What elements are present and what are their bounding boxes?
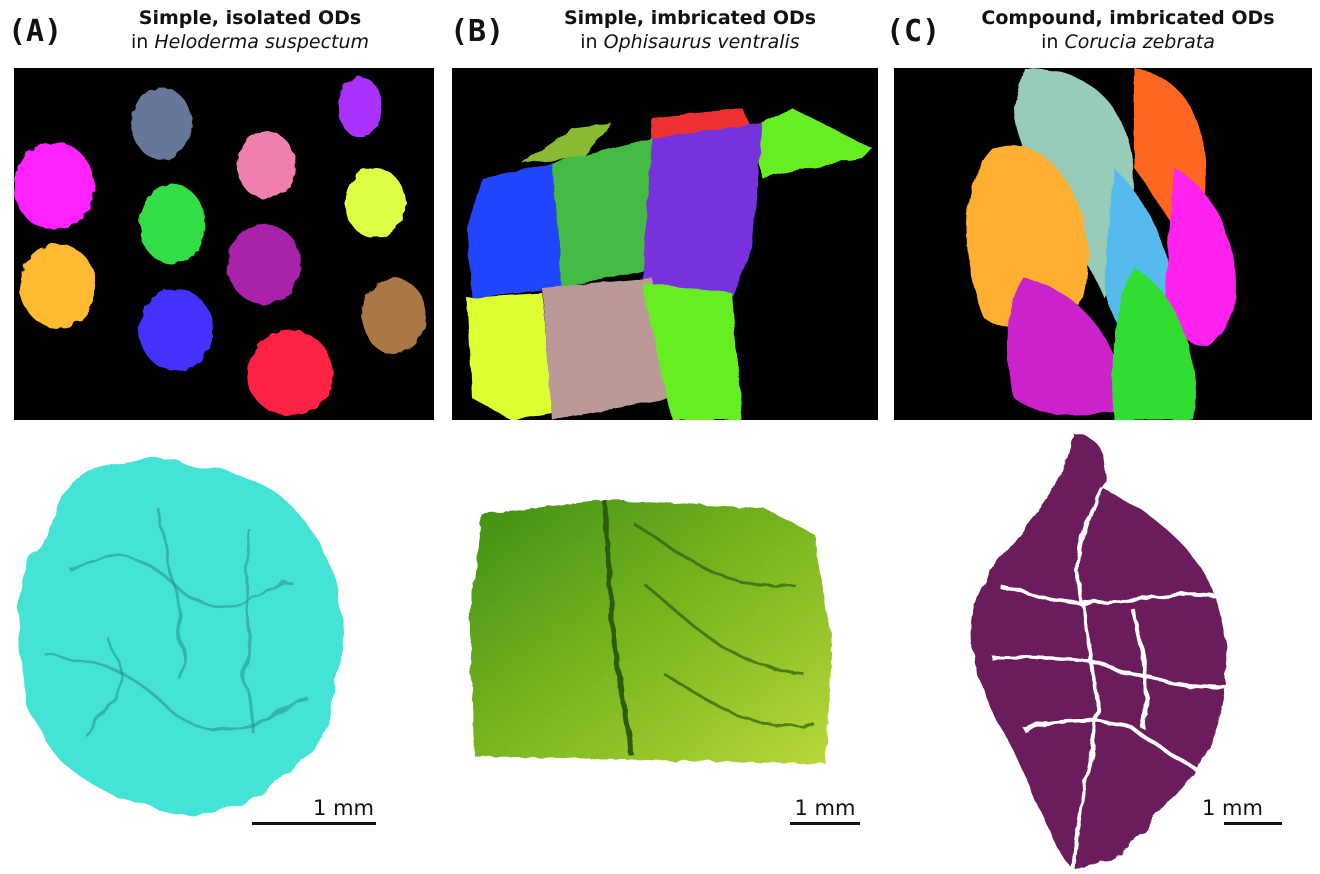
panel-title-block: Compound, imbricated ODs in Corucia zebr…: [938, 6, 1318, 54]
scale-label: 1 mm: [313, 796, 374, 820]
osteoderm-shape: [345, 168, 405, 238]
osteoderm-shape: [467, 163, 562, 298]
osteoderm-shape: [139, 184, 205, 264]
panel-b: (B) Simple, imbricated ODs in Ophisaurus…: [440, 0, 886, 873]
osteoderm-shape: [966, 145, 1089, 329]
osteoderm-shape: [132, 88, 192, 160]
panel-subtitle: in Heloderma suspectum: [130, 31, 370, 53]
compound-osteoderms-image: [966, 68, 1236, 420]
panel-letter: (C): [886, 14, 941, 49]
compound-osteoderm-closeup: [971, 432, 1233, 869]
osteoderm-shape: [522, 123, 612, 163]
panel-title: Simple, imbricated ODs: [563, 7, 817, 29]
isolated-osteoderms-image: [14, 77, 426, 416]
osteoderm-shape: [338, 77, 382, 137]
osteoderm-shape: [752, 108, 872, 178]
osteoderm-shape: [362, 278, 426, 354]
osteoderm-shape: [20, 244, 96, 328]
panel-title: Simple, isolated ODs: [138, 7, 362, 29]
osteoderm-shape: [642, 283, 742, 420]
osteoderm-shape: [1112, 268, 1196, 420]
scale-line: [1224, 822, 1282, 825]
species-name: Corucia zebrata: [1064, 31, 1215, 53]
imbricated-osteoderms-image: [467, 108, 872, 420]
osteoderm-3d-render: [14, 68, 434, 420]
species-name: Heloderma suspectum: [154, 31, 370, 53]
scale-bar: 1 mm: [252, 796, 376, 825]
osteoderm-3d-render: [894, 68, 1312, 420]
panel-title: Compound, imbricated ODs: [981, 7, 1275, 29]
osteoderm-shape: [14, 142, 94, 230]
scale-line: [790, 822, 860, 825]
osteoderm-shape: [642, 123, 762, 298]
panel-letter: (B): [450, 14, 505, 49]
osteoderm-shape: [552, 138, 652, 288]
osteoderm-shape: [467, 293, 552, 420]
species-name: Ophisaurus ventralis: [603, 31, 800, 53]
scale-bar: 1 mm: [1202, 796, 1282, 825]
osteoderm-shape: [139, 289, 213, 371]
imbricated-osteoderm-closeup: [470, 499, 832, 764]
isolated-osteoderm-closeup: [18, 457, 341, 810]
panel-c: (C) Compound, imbricated ODs in Corucia …: [886, 0, 1320, 873]
scale-label: 1 mm: [1202, 796, 1263, 820]
osteoderm-shape: [1164, 168, 1236, 346]
osteoderm-shape: [247, 330, 333, 416]
osteoderm-shape: [1014, 68, 1134, 298]
scale-line: [252, 822, 376, 825]
scale-bar: 1 mm: [790, 796, 860, 825]
osteoderm-shape: [227, 224, 301, 304]
panel-title-block: Simple, isolated ODs in Heloderma suspec…: [60, 6, 440, 54]
osteoderm-shape: [237, 131, 295, 199]
panel-letter: (A): [8, 14, 63, 49]
panel-subtitle: in Corucia zebrata: [1041, 31, 1215, 53]
scale-label: 1 mm: [794, 796, 856, 820]
panel-title-block: Simple, imbricated ODs in Ophisaurus ven…: [500, 6, 880, 54]
panel-a: (A) Simple, isolated ODs in Heloderma su…: [0, 0, 440, 873]
osteoderm-shape: [542, 278, 672, 420]
osteoderm-shape: [1007, 278, 1124, 417]
osteoderm-3d-render: [452, 68, 878, 420]
panel-subtitle: in Ophisaurus ventralis: [580, 31, 800, 53]
